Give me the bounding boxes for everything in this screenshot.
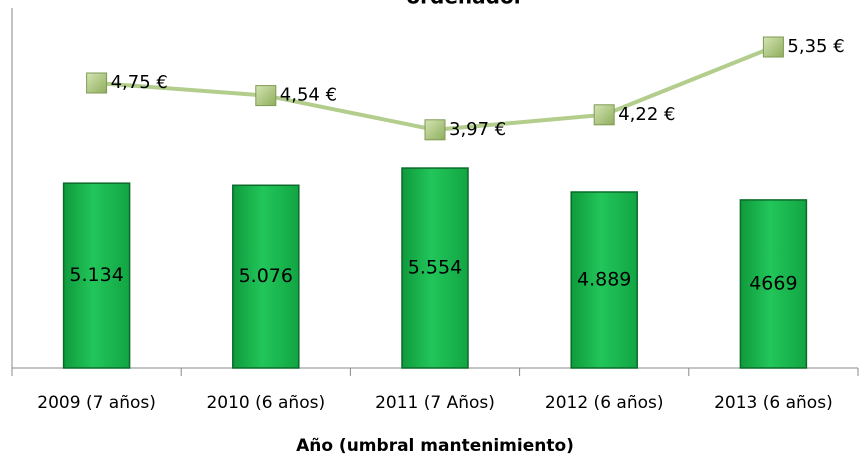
x-tick-label: 2009 (7 años) [37,393,156,413]
bar [739,199,808,369]
bar-value-label: 5.554 [408,257,462,279]
bar [570,191,638,369]
x-tick-label: 2013 (6 años) [714,393,833,413]
bar-value-label: 4669 [749,272,797,294]
line-value-label: 3,97 € [449,119,506,140]
bar-value-label: 4.889 [577,268,631,290]
bar [62,182,131,369]
line-value-label: 4,54 € [280,85,337,106]
line-marker [762,36,784,58]
line-value-label: 4,22 € [618,104,675,125]
bar [401,167,469,369]
line-value-label: 4,75 € [111,72,168,93]
x-axis-label: Año (umbral mantenimiento) [296,436,574,456]
chart-title: ordenador [406,0,523,9]
line-marker [86,72,108,94]
x-tick-label: 2011 (7 Años) [375,393,495,413]
bar-value-label: 5.076 [239,265,293,287]
bar [232,184,300,369]
x-tick-label: 2010 (6 años) [206,393,325,413]
line-value-label: 5,35 € [787,36,844,57]
bar-value-label: 5.134 [69,264,123,286]
line-marker [424,119,446,141]
line-marker [593,104,615,126]
line-marker [255,85,277,107]
x-tick-label: 2012 (6 años) [545,393,664,413]
